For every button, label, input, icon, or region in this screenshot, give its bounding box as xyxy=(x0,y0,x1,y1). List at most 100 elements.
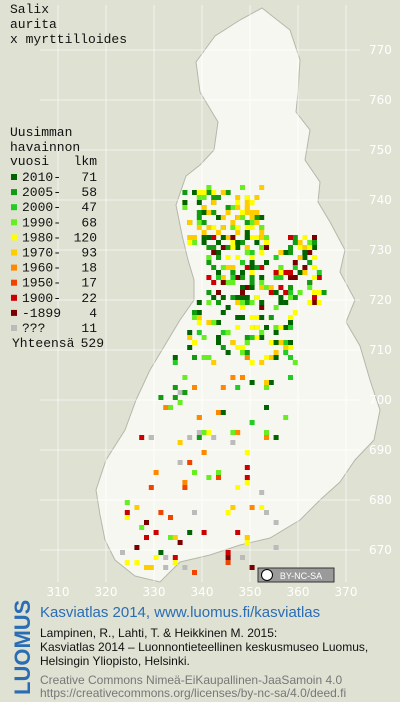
occurrence-square xyxy=(244,285,250,290)
occurrence-square xyxy=(244,210,250,215)
occurrence-square xyxy=(249,315,255,320)
legend-swatch xyxy=(11,279,17,286)
occurrence-square xyxy=(292,260,298,265)
occurrence-square xyxy=(254,325,260,330)
occurrence-square xyxy=(216,270,221,275)
license-text: Creative Commons Nimeä-EiKaupallinen-Jaa… xyxy=(40,673,342,687)
occurrence-square xyxy=(244,200,250,205)
occurrence-square xyxy=(259,225,265,230)
occurrence-square xyxy=(187,460,193,465)
occurrence-square xyxy=(249,265,255,270)
occurrence-square xyxy=(144,535,149,540)
occurrence-square xyxy=(148,565,154,570)
occurrence-square xyxy=(264,510,269,515)
occurrence-square xyxy=(264,240,269,245)
occurrence-square xyxy=(249,285,255,290)
occurrence-square xyxy=(302,270,308,275)
occurrence-square xyxy=(225,210,231,215)
occurrence-square xyxy=(182,190,188,195)
legend-year: 1900- xyxy=(22,291,61,306)
occurrence-square xyxy=(268,290,274,295)
occurrence-square xyxy=(220,345,226,350)
occurrence-square xyxy=(230,430,236,435)
occurrence-square xyxy=(244,295,250,300)
occurrence-square xyxy=(216,230,221,235)
occurrence-square xyxy=(211,320,217,325)
occurrence-square xyxy=(211,225,217,230)
occurrence-square xyxy=(144,565,149,570)
y-coordinate-label: 710 xyxy=(369,343,392,357)
occurrence-square xyxy=(225,235,231,240)
occurrence-square xyxy=(192,240,197,245)
occurrence-square xyxy=(201,205,207,210)
occurrence-square xyxy=(240,185,245,190)
occurrence-square xyxy=(211,295,217,300)
occurrence-square xyxy=(172,355,178,360)
y-coordinate-label: 770 xyxy=(369,43,392,57)
occurrence-square xyxy=(264,260,269,265)
occurrence-square xyxy=(201,195,207,200)
occurrence-square xyxy=(240,285,245,290)
occurrence-square xyxy=(292,235,298,240)
occurrence-square xyxy=(297,255,303,260)
occurrence-square xyxy=(240,350,245,355)
occurrence-square xyxy=(259,490,265,495)
occurrence-square xyxy=(254,235,260,240)
occurrence-square xyxy=(312,300,317,305)
occurrence-square xyxy=(283,350,289,355)
occurrence-square xyxy=(216,320,221,325)
x-coordinate-label: 370 xyxy=(335,585,358,599)
occurrence-square xyxy=(249,210,255,215)
occurrence-square xyxy=(187,530,193,535)
occurrence-square xyxy=(259,305,265,310)
occurrence-square xyxy=(172,360,178,365)
occurrence-square xyxy=(187,435,193,440)
occurrence-square xyxy=(288,325,293,330)
occurrence-square xyxy=(235,345,241,350)
occurrence-square xyxy=(216,300,221,305)
legend-count: 93 xyxy=(81,246,97,261)
occurrence-square xyxy=(244,355,250,360)
occurrence-square xyxy=(273,520,279,525)
occurrence-square xyxy=(273,290,279,295)
occurrence-square xyxy=(288,340,293,345)
occurrence-square xyxy=(254,335,260,340)
occurrence-square xyxy=(273,275,279,280)
legend-swatch xyxy=(11,294,17,301)
occurrence-square xyxy=(206,475,212,480)
occurrence-square xyxy=(148,435,154,440)
license-url[interactable]: https://creativecommons.org/licenses/by-… xyxy=(40,686,346,700)
occurrence-square xyxy=(288,285,293,290)
occurrence-square xyxy=(288,270,293,275)
occurrence-square xyxy=(307,240,313,245)
occurrence-square xyxy=(244,340,250,345)
occurrence-square xyxy=(235,215,241,220)
occurrence-square xyxy=(244,475,250,480)
occurrence-square xyxy=(321,290,327,295)
occurrence-square xyxy=(249,270,255,275)
legend-year: 1970- xyxy=(22,246,61,261)
occurrence-square xyxy=(196,210,202,215)
occurrence-square xyxy=(259,245,265,250)
badge-frame xyxy=(257,567,335,583)
occurrence-square xyxy=(196,220,202,225)
occurrence-square xyxy=(225,330,231,335)
occurrence-squares xyxy=(120,185,327,575)
occurrence-square xyxy=(240,345,245,350)
y-coordinate-label: 720 xyxy=(369,293,392,307)
occurrence-square xyxy=(225,305,231,310)
occurrence-square xyxy=(196,300,202,305)
occurrence-square xyxy=(201,230,207,235)
occurrence-square xyxy=(192,235,197,240)
occurrence-square xyxy=(312,295,317,300)
occurrence-square xyxy=(225,190,231,195)
occurrence-square xyxy=(206,190,212,195)
atlas-link[interactable]: Kasviatlas 2014, www.luomus.fi/kasviatla… xyxy=(40,604,320,621)
occurrence-square xyxy=(182,375,188,380)
occurrence-square xyxy=(220,410,226,415)
occurrence-square xyxy=(177,460,183,465)
occurrence-square xyxy=(244,235,250,240)
occurrence-square xyxy=(273,350,279,355)
occurrence-square xyxy=(235,485,241,490)
occurrence-square xyxy=(254,295,260,300)
